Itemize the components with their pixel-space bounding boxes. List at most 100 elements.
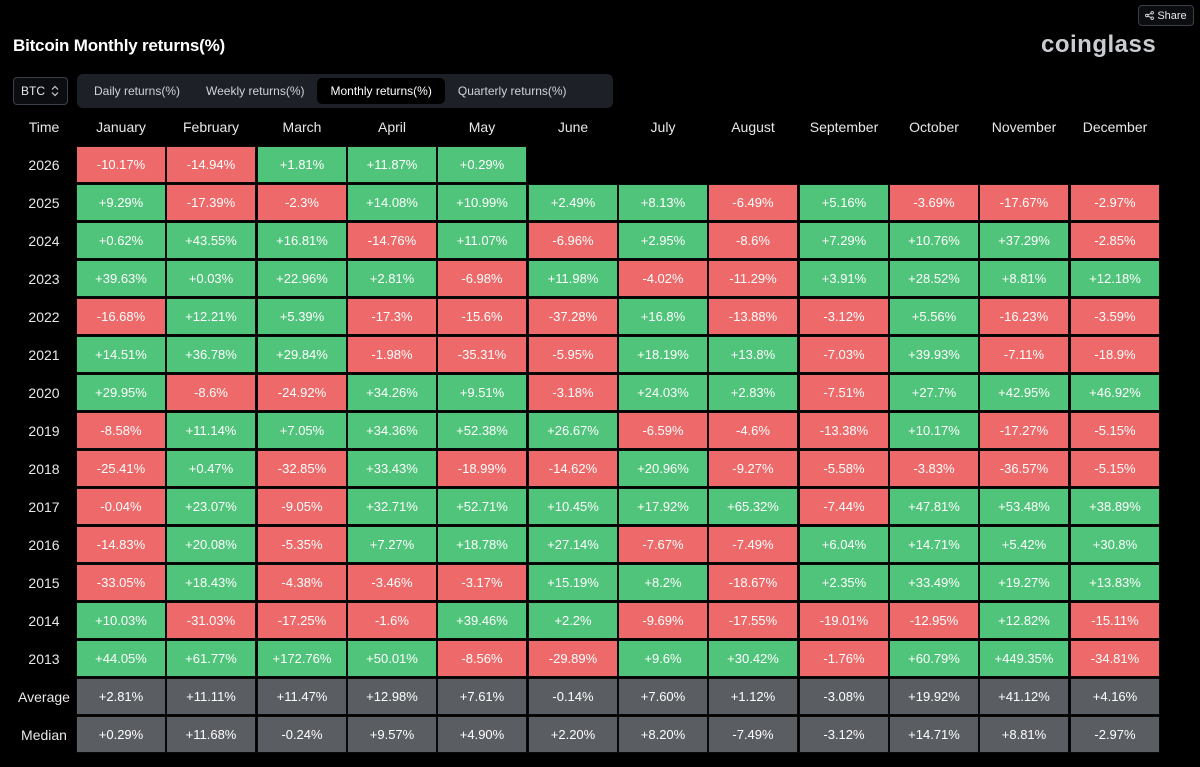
summary-cell: +11.47% — [257, 678, 347, 715]
return-cell: -14.94% — [166, 146, 256, 183]
return-cell: +44.05% — [76, 640, 166, 677]
return-cell: -16.68% — [76, 298, 166, 335]
return-cell: -1.98% — [347, 336, 437, 373]
table-row: 2025 +9.29% -17.39% -2.3% +14.08% +10.99% +2.4… — [0, 184, 1200, 222]
return-cell: +5.16% — [799, 184, 889, 221]
return-cell: +9.51% — [437, 374, 527, 411]
table-row: 2019 -8.58% +11.14% +7.05% +34.36% +52.38% +26… — [0, 412, 1200, 450]
return-cell: -18.9% — [1070, 336, 1160, 373]
return-cell: -29.89% — [528, 640, 618, 677]
share-button[interactable]: Share — [1138, 5, 1194, 26]
return-cell: +13.8% — [708, 336, 798, 373]
return-cell: -36.57% — [979, 450, 1069, 487]
return-cell: +24.03% — [618, 374, 708, 411]
return-cell: +53.48% — [979, 488, 1069, 525]
return-cell: +30.42% — [708, 640, 798, 677]
coinglass-logo: coinglass — [1041, 31, 1157, 58]
return-cell: +30.8% — [1070, 526, 1160, 563]
chevron-updown-icon — [51, 85, 59, 97]
month-header-july: July — [650, 118, 676, 135]
return-cell: +2.83% — [708, 374, 798, 411]
return-cell: -18.67% — [708, 564, 798, 601]
return-cell: +15.19% — [528, 564, 618, 601]
return-cell: +52.38% — [437, 412, 527, 449]
summary-cell: -3.12% — [799, 716, 889, 753]
return-cell: +43.55% — [166, 222, 256, 259]
return-cell: +22.96% — [257, 260, 347, 297]
summary-cell: +4.90% — [437, 716, 527, 753]
return-cell: +28.52% — [889, 260, 979, 297]
return-cell: -14.83% — [76, 526, 166, 563]
return-cell: -17.27% — [979, 412, 1069, 449]
return-cell: -3.17% — [437, 564, 527, 601]
return-cell: +20.08% — [166, 526, 256, 563]
summary-cell: -2.97% — [1070, 716, 1160, 753]
return-cell: -12.95% — [889, 602, 979, 639]
summary-cell: +0.29% — [76, 716, 166, 753]
return-cell: -3.18% — [528, 374, 618, 411]
return-cell: -1.6% — [347, 602, 437, 639]
return-cell: -11.29% — [708, 260, 798, 297]
share-icon — [1145, 11, 1155, 20]
return-cell: +42.95% — [979, 374, 1069, 411]
return-cell: +12.82% — [979, 602, 1069, 639]
month-header-september: September — [809, 118, 879, 135]
return-cell: -14.76% — [347, 222, 437, 259]
month-header-may: May — [468, 118, 496, 135]
table-row: 2016 -14.83% +20.08% -5.35% +7.27% +18.78% +27… — [0, 526, 1200, 564]
return-cell: +36.78% — [166, 336, 256, 373]
return-cell: +5.56% — [889, 298, 979, 335]
return-cell: -16.23% — [979, 298, 1069, 335]
return-cell: -3.59% — [1070, 298, 1160, 335]
table-row: 2013 +44.05% +61.77% +172.76% +50.01% -8.56% -… — [0, 640, 1200, 678]
tab-weekly-returns[interactable]: Weekly returns(%) — [206, 84, 305, 98]
return-cell: +2.81% — [347, 260, 437, 297]
year-label: 2014 — [28, 612, 60, 629]
tab-monthly-returns[interactable]: Monthly returns(%) — [317, 78, 445, 104]
return-cell: +39.93% — [889, 336, 979, 373]
return-cell: -35.31% — [437, 336, 527, 373]
return-cell: +47.81% — [889, 488, 979, 525]
summary-cell: +9.57% — [347, 716, 437, 753]
month-header-august: August — [731, 118, 775, 135]
return-cell: -7.67% — [618, 526, 708, 563]
summary-row-median: Median +0.29% +11.68% -0.24% +9.57% +4.90% +2.… — [0, 716, 1200, 754]
return-cell: -5.15% — [1070, 450, 1160, 487]
return-cell: -5.15% — [1070, 412, 1160, 449]
summary-cell: +2.20% — [528, 716, 618, 753]
table-row: 2020 +29.95% -8.6% -24.92% +34.26% +9.51% -3.1… — [0, 374, 1200, 412]
tab-quarterly-returns[interactable]: Quarterly returns(%) — [457, 84, 567, 98]
return-cell: -24.92% — [257, 374, 347, 411]
return-cell: +34.36% — [347, 412, 437, 449]
return-cell: +46.92% — [1070, 374, 1160, 411]
return-cell: -7.11% — [979, 336, 1069, 373]
return-cell: -25.41% — [76, 450, 166, 487]
return-cell: +17.92% — [618, 488, 708, 525]
return-cell: +34.26% — [347, 374, 437, 411]
month-header-february: February — [182, 118, 240, 135]
time-header: Time — [28, 118, 60, 135]
return-cell: +39.63% — [76, 260, 166, 297]
return-cell: -18.99% — [437, 450, 527, 487]
tab-daily-returns[interactable]: Daily returns(%) — [94, 84, 181, 98]
table-row: 2018 -25.41% +0.47% -32.85% +33.43% -18.99% -1… — [0, 450, 1200, 488]
return-cell: -17.39% — [166, 184, 256, 221]
month-header-november: November — [991, 118, 1057, 135]
return-cell: +12.18% — [1070, 260, 1160, 297]
summary-cell: +7.61% — [437, 678, 527, 715]
return-cell: -4.6% — [708, 412, 798, 449]
summary-row-average: Average +2.81% +11.11% +11.47% +12.98% +7.61%… — [0, 678, 1200, 716]
return-cell: +18.19% — [618, 336, 708, 373]
return-cell: -6.59% — [618, 412, 708, 449]
return-cell: +449.35% — [979, 640, 1069, 677]
return-cell: -13.38% — [799, 412, 889, 449]
year-label: 2025 — [28, 194, 60, 211]
return-cell: +5.42% — [979, 526, 1069, 563]
return-cell: -32.85% — [257, 450, 347, 487]
return-cell: +27.14% — [528, 526, 618, 563]
asset-select[interactable]: BTC — [13, 77, 68, 105]
return-cell: -8.58% — [76, 412, 166, 449]
return-cell: +8.81% — [979, 260, 1069, 297]
return-cell: +61.77% — [166, 640, 256, 677]
return-cell: -8.56% — [437, 640, 527, 677]
